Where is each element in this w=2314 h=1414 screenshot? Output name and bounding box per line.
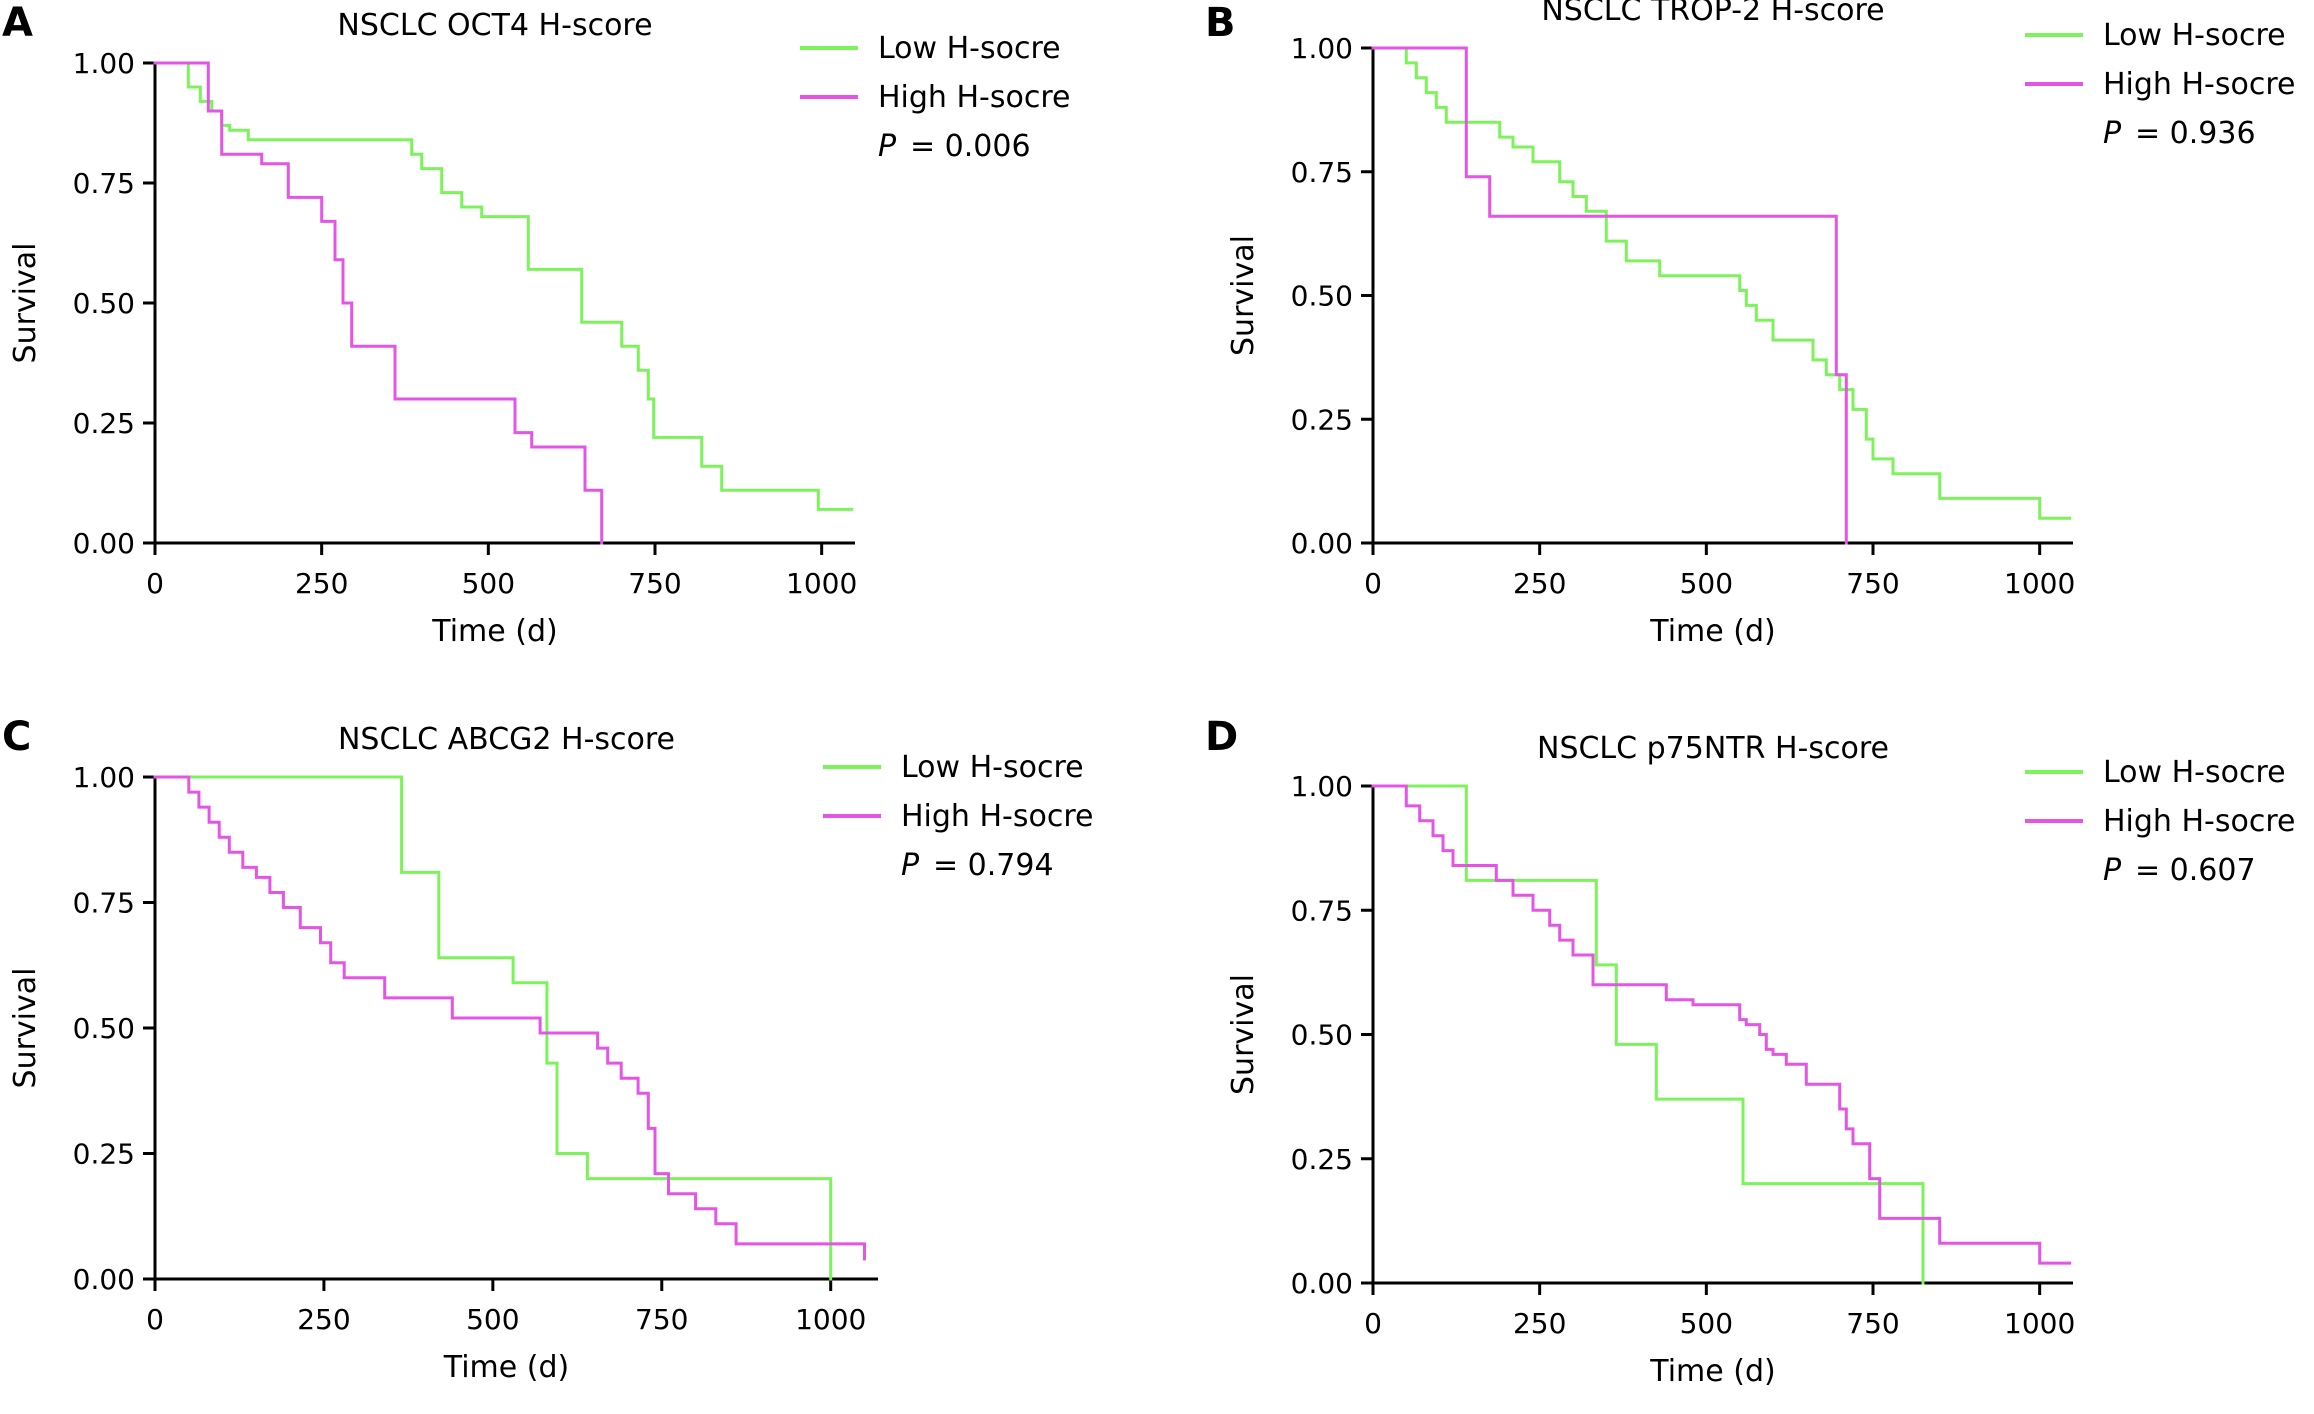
x-tick-label: 250	[1513, 1307, 1566, 1340]
y-tick-label: 0.00	[1291, 527, 1353, 560]
p-value: = 0.794	[933, 848, 1054, 883]
chart-title: NSCLC ABCG2 H-score	[338, 722, 675, 757]
y-tick-label: 1.00	[1291, 32, 1353, 65]
y-tick-label: 0.50	[73, 287, 135, 320]
y-tick-label: 1.00	[1291, 770, 1353, 803]
x-axis-label: Time (d)	[1649, 614, 1775, 649]
y-tick-label: 0.75	[73, 167, 135, 200]
panel-c: C NSCLC ABCG2 H-score 0.00 0.25 0.50 0.75 1.0…	[2, 714, 1093, 1385]
y-axis-label: Survival	[8, 968, 43, 1089]
y-axis-label: Survival	[8, 243, 43, 364]
legend-label: High H-socre	[2103, 804, 2295, 839]
legend-label: High H-socre	[878, 80, 1070, 115]
x-tick-label: 1000	[795, 1303, 866, 1336]
p-value: = 0.936	[2135, 116, 2256, 151]
survival-curve-high-h-socre	[153, 61, 604, 545]
y-tick-label: 0.00	[1291, 1267, 1353, 1300]
y-tick-label: 0.75	[1291, 156, 1353, 189]
survival-curve-high-h-socre	[1371, 784, 2072, 1265]
y-tick-label: 0.25	[73, 407, 135, 440]
y-tick-label: 0.75	[73, 887, 135, 920]
x-tick-label: 500	[466, 1303, 519, 1336]
x-tick-label: 750	[1846, 1307, 1899, 1340]
panel-b: B NSCLC TROP-2 H-score 0.00 0.25 0.50 0.75 1.…	[1205, 0, 2295, 649]
panel-a: A NSCLC OCT4 H-score 0.00 0.25 0.50 0.75 1.00…	[2, 0, 1070, 649]
y-axis-label: Survival	[1226, 235, 1261, 356]
x-tick-label: 0	[1364, 567, 1382, 600]
survival-curve-low-h-socre	[153, 775, 833, 1281]
p-value-label: P	[2103, 853, 2122, 888]
legend-label: Low H-socre	[2103, 18, 2286, 53]
x-tick-label: 250	[297, 1303, 350, 1336]
legend-label: Low H-socre	[878, 31, 1061, 66]
x-tick-label: 750	[635, 1303, 688, 1336]
x-tick-label: 0	[146, 1303, 164, 1336]
panel-letter: C	[2, 714, 31, 760]
legend-label: High H-socre	[2103, 67, 2295, 102]
y-tick-label: 0.50	[1291, 280, 1353, 313]
legend-label: Low H-socre	[2103, 755, 2286, 790]
y-tick-label: 0.00	[73, 527, 135, 560]
survival-curve-low-h-socre	[1371, 46, 2072, 520]
x-tick-label: 250	[1513, 567, 1566, 600]
x-tick-label: 0	[1364, 1307, 1382, 1340]
x-tick-label: 500	[1680, 1307, 1733, 1340]
legend-label: Low H-socre	[901, 750, 1084, 785]
y-tick-label: 0.75	[1291, 894, 1353, 927]
x-tick-label: 500	[462, 567, 515, 600]
chart-title: NSCLC TROP-2 H-score	[1541, 0, 1884, 28]
panel-d: D NSCLC p75NTR H-score 0.00 0.25 0.50 0.75 1.…	[1205, 714, 2295, 1389]
x-axis-label: Time (d)	[1649, 1354, 1775, 1389]
survival-curve-high-h-socre	[1371, 46, 1848, 545]
panel-letter: B	[1205, 0, 1236, 46]
x-axis-label: Time (d)	[443, 1350, 569, 1385]
survival-curve-high-h-socre	[153, 775, 866, 1261]
x-tick-label: 750	[628, 567, 681, 600]
x-tick-label: 0	[146, 567, 164, 600]
p-value-label: P	[2103, 116, 2122, 151]
x-tick-label: 1000	[786, 567, 857, 600]
x-tick-label: 750	[1846, 567, 1899, 600]
y-tick-label: 0.25	[1291, 403, 1353, 436]
chart-title: NSCLC OCT4 H-score	[337, 8, 652, 43]
p-value-label: P	[878, 129, 897, 164]
y-tick-label: 1.00	[73, 47, 135, 80]
p-value: = 0.607	[2135, 853, 2256, 888]
y-axis-label: Survival	[1226, 974, 1261, 1095]
y-tick-label: 1.00	[73, 761, 135, 794]
y-tick-label: 0.50	[1291, 1019, 1353, 1052]
y-tick-label: 0.25	[73, 1138, 135, 1171]
p-value: = 0.006	[910, 129, 1031, 164]
panel-letter: A	[2, 0, 33, 46]
x-tick-label: 1000	[2004, 567, 2075, 600]
x-axis-label: Time (d)	[431, 614, 557, 649]
y-tick-label: 0.50	[73, 1012, 135, 1045]
x-tick-label: 250	[295, 567, 348, 600]
p-value-label: P	[901, 848, 920, 883]
chart-title: NSCLC p75NTR H-score	[1537, 731, 1889, 766]
x-tick-label: 500	[1680, 567, 1733, 600]
legend-label: High H-socre	[901, 799, 1093, 834]
x-tick-label: 1000	[2004, 1307, 2075, 1340]
survival-curve-low-h-socre	[1371, 784, 1925, 1285]
y-tick-label: 0.25	[1291, 1143, 1353, 1176]
panel-letter: D	[1205, 714, 1238, 760]
y-tick-label: 0.00	[73, 1263, 135, 1296]
